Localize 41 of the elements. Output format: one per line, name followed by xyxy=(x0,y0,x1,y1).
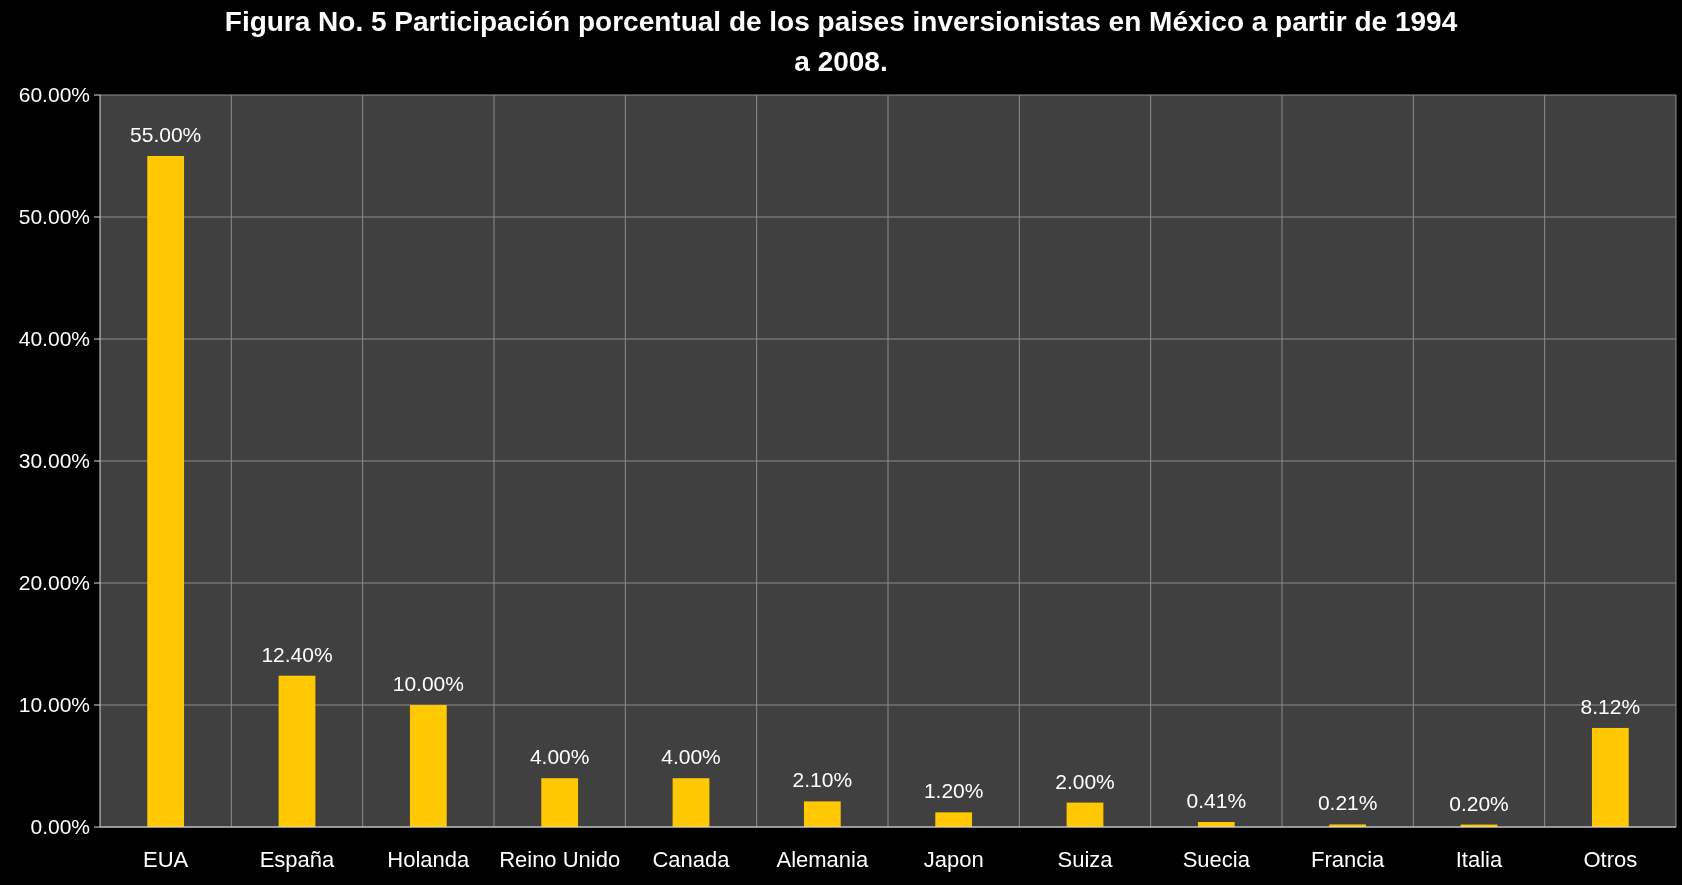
bar xyxy=(803,801,841,827)
x-tick-label: EUA xyxy=(143,847,189,872)
bar xyxy=(1066,802,1104,827)
bar xyxy=(409,705,447,827)
x-tick-label: Suecia xyxy=(1182,847,1251,872)
x-tick-label: España xyxy=(259,847,336,872)
bar xyxy=(278,675,316,827)
data-label: 55.00% xyxy=(130,123,202,146)
x-tick-label: Holanda xyxy=(387,847,471,872)
data-label: 1.20% xyxy=(923,779,984,803)
data-label: 10.00% xyxy=(392,672,464,695)
bar xyxy=(672,778,710,827)
x-tick-label: Suiza xyxy=(1057,847,1114,872)
data-label: 2.00% xyxy=(1055,769,1115,793)
chart-title: Figura No. 5 Participación porcentual de los paises inversionistas en México a partir de 1994 a 2008. xyxy=(223,5,1459,79)
data-label: 0.41% xyxy=(1186,789,1247,812)
bar xyxy=(541,778,579,827)
data-label: 4.00% xyxy=(661,745,721,769)
bar xyxy=(935,812,973,827)
y-tick-label: 10.00% xyxy=(18,693,90,717)
data-label: 2.10% xyxy=(792,768,853,792)
y-tick-label: 20.00% xyxy=(18,571,90,595)
x-tick-label: Francia xyxy=(1310,847,1386,872)
data-label: 12.40% xyxy=(261,642,333,666)
y-tick-label: 30.00% xyxy=(18,449,90,473)
x-tick-label: Reino Unido xyxy=(499,847,621,872)
y-tick-label: 40.00% xyxy=(18,327,90,351)
data-label: 8.12% xyxy=(1580,694,1641,718)
x-tick-label: Alemania xyxy=(776,847,869,872)
data-label: 4.00% xyxy=(529,745,590,769)
x-tick-label: Otros xyxy=(1583,847,1638,872)
x-tick-label: Japon xyxy=(923,847,984,872)
bar xyxy=(1591,727,1629,827)
y-tick-label: 60.00% xyxy=(18,83,90,107)
x-tick-label: Italia xyxy=(1455,847,1503,872)
y-tick-label: 0.00% xyxy=(30,815,90,839)
data-label: 0.21% xyxy=(1317,791,1378,815)
data-label: 0.20% xyxy=(1449,791,1509,815)
y-tick-label: 50.00% xyxy=(18,205,90,229)
bar xyxy=(147,156,185,827)
x-tick-label: Canada xyxy=(652,847,731,872)
